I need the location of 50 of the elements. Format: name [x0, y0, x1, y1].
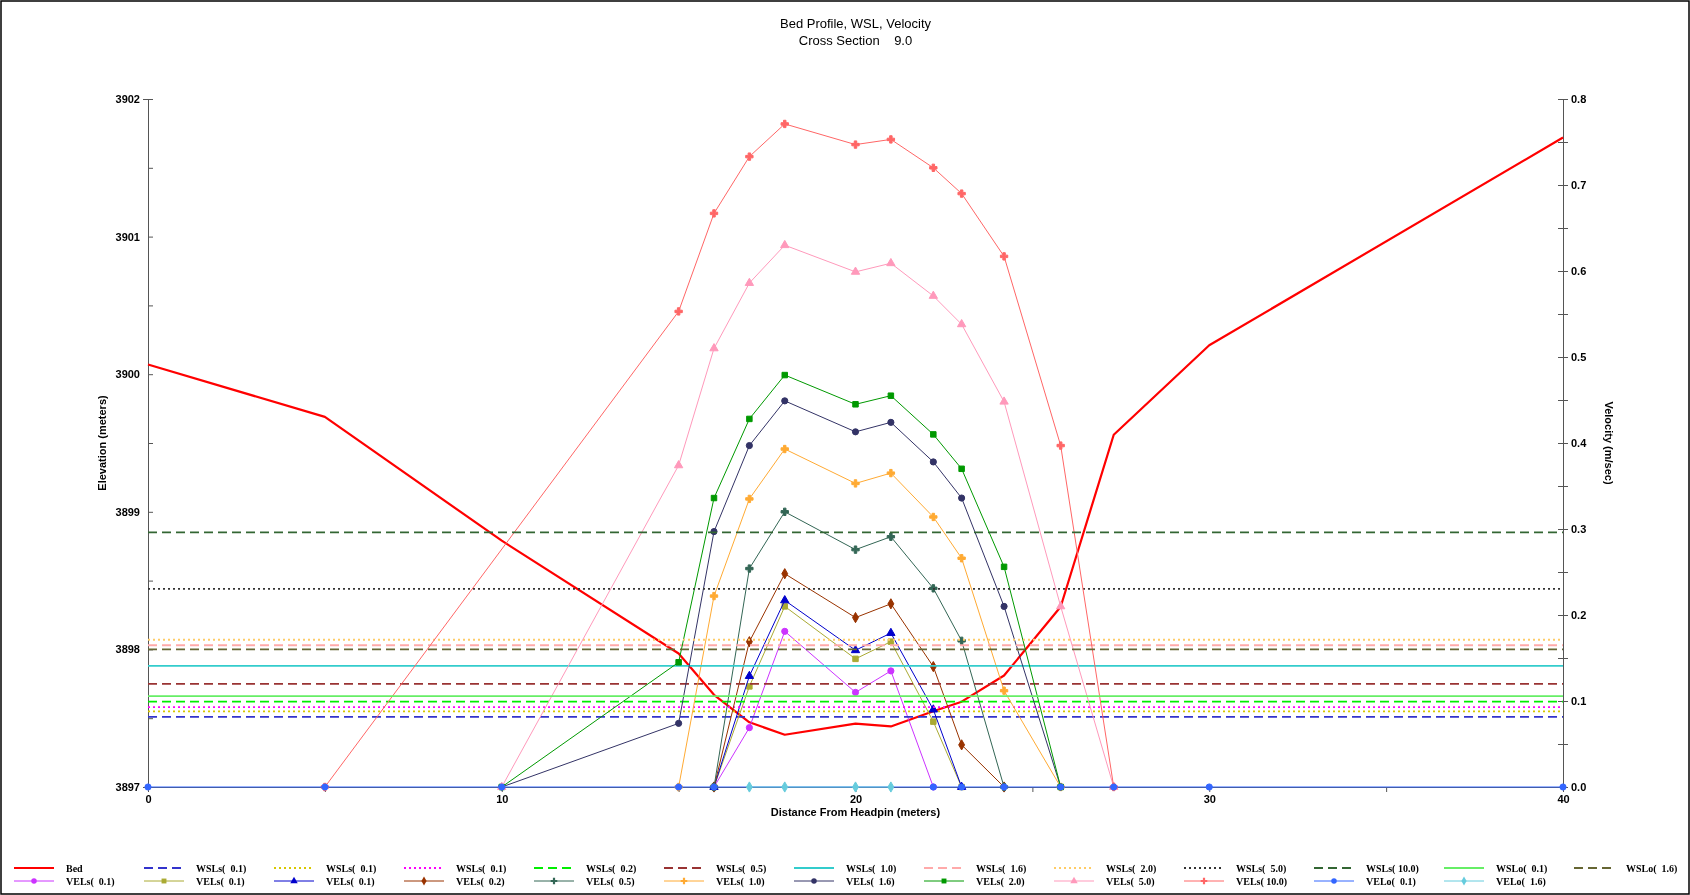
y2-tick-label: 0.8 [1571, 93, 1587, 106]
y2-axis-title: Velocity (m/sec) [1603, 401, 1615, 485]
y2-tick-label: 0.0 [1571, 781, 1587, 794]
legend-label: WSLs( 0.1) [326, 862, 377, 875]
x-tick-label: 30 [1203, 792, 1216, 805]
x-tick-label: 10 [496, 792, 509, 805]
y-tick-label: 3901 [115, 230, 140, 243]
legend-label: WSLs( 1.0) [846, 862, 897, 875]
y-tick-label: 3902 [115, 93, 140, 106]
y2-tick-label: 0.5 [1571, 351, 1587, 364]
x-tick-label: 40 [1557, 792, 1570, 805]
legend-label: VELs( 0.1) [196, 875, 245, 888]
legend-label: WSLo( 0.1) [1496, 862, 1548, 875]
legend-label: WSLs( 1.6) [976, 862, 1027, 875]
legend-label: WSLs( 0.1) [196, 862, 247, 875]
legend-label: VELs( 1.6) [846, 875, 895, 888]
y2-tick-label: 0.1 [1571, 695, 1587, 708]
y2-tick-label: 0.7 [1571, 179, 1587, 192]
x-tick-label: 0 [145, 792, 152, 805]
legend-label: WSLs( 0.1) [456, 862, 507, 875]
legend-label: WSLs( 0.5) [716, 862, 767, 875]
legend-label: VELs( 10.0) [1236, 875, 1288, 888]
legend-label: VELo( 1.6) [1496, 875, 1546, 888]
legend-label: WSLs( 5.0) [1236, 862, 1287, 875]
legend-label: VELs( 5.0) [1106, 875, 1155, 888]
chart-subtitle: Cross Section 9.0 [798, 33, 913, 48]
legend-label: VELs( 0.5) [586, 875, 635, 888]
y-tick-label: 3898 [115, 643, 140, 656]
legend-label: Bed [66, 862, 84, 874]
y-tick-label: 3900 [115, 368, 140, 381]
y-tick-label: 3899 [115, 505, 140, 518]
legend-label: VELs( 0.2) [456, 875, 505, 888]
legend-label: VELs( 1.0) [716, 875, 765, 888]
y2-tick-label: 0.4 [1571, 437, 1588, 450]
legend-label: WSLs( 10.0) [1366, 862, 1419, 875]
y2-tick-label: 0.2 [1571, 609, 1587, 622]
x-axis-title: Distance From Headpin (meters) [770, 806, 941, 818]
y2-tick-label: 0.6 [1571, 265, 1587, 278]
legend-label: WSLs( 0.2) [586, 862, 637, 875]
legend-label: VELs( 2.0) [976, 875, 1025, 888]
legend-label: WSLs( 2.0) [1106, 862, 1157, 875]
legend-label: VELs( 0.1) [326, 875, 375, 888]
legend-label: WSLo( 1.6) [1626, 862, 1678, 875]
chart-title: Bed Profile, WSL, Velocity [779, 16, 932, 31]
legend-label: VELo( 0.1) [1366, 875, 1416, 888]
y-tick-label: 3897 [115, 781, 140, 794]
x-tick-label: 20 [849, 792, 863, 805]
y-axis-title: Elevation (meters) [96, 394, 108, 491]
legend-label: VELs( 0.1) [66, 875, 115, 888]
y2-tick-label: 0.3 [1571, 523, 1587, 536]
